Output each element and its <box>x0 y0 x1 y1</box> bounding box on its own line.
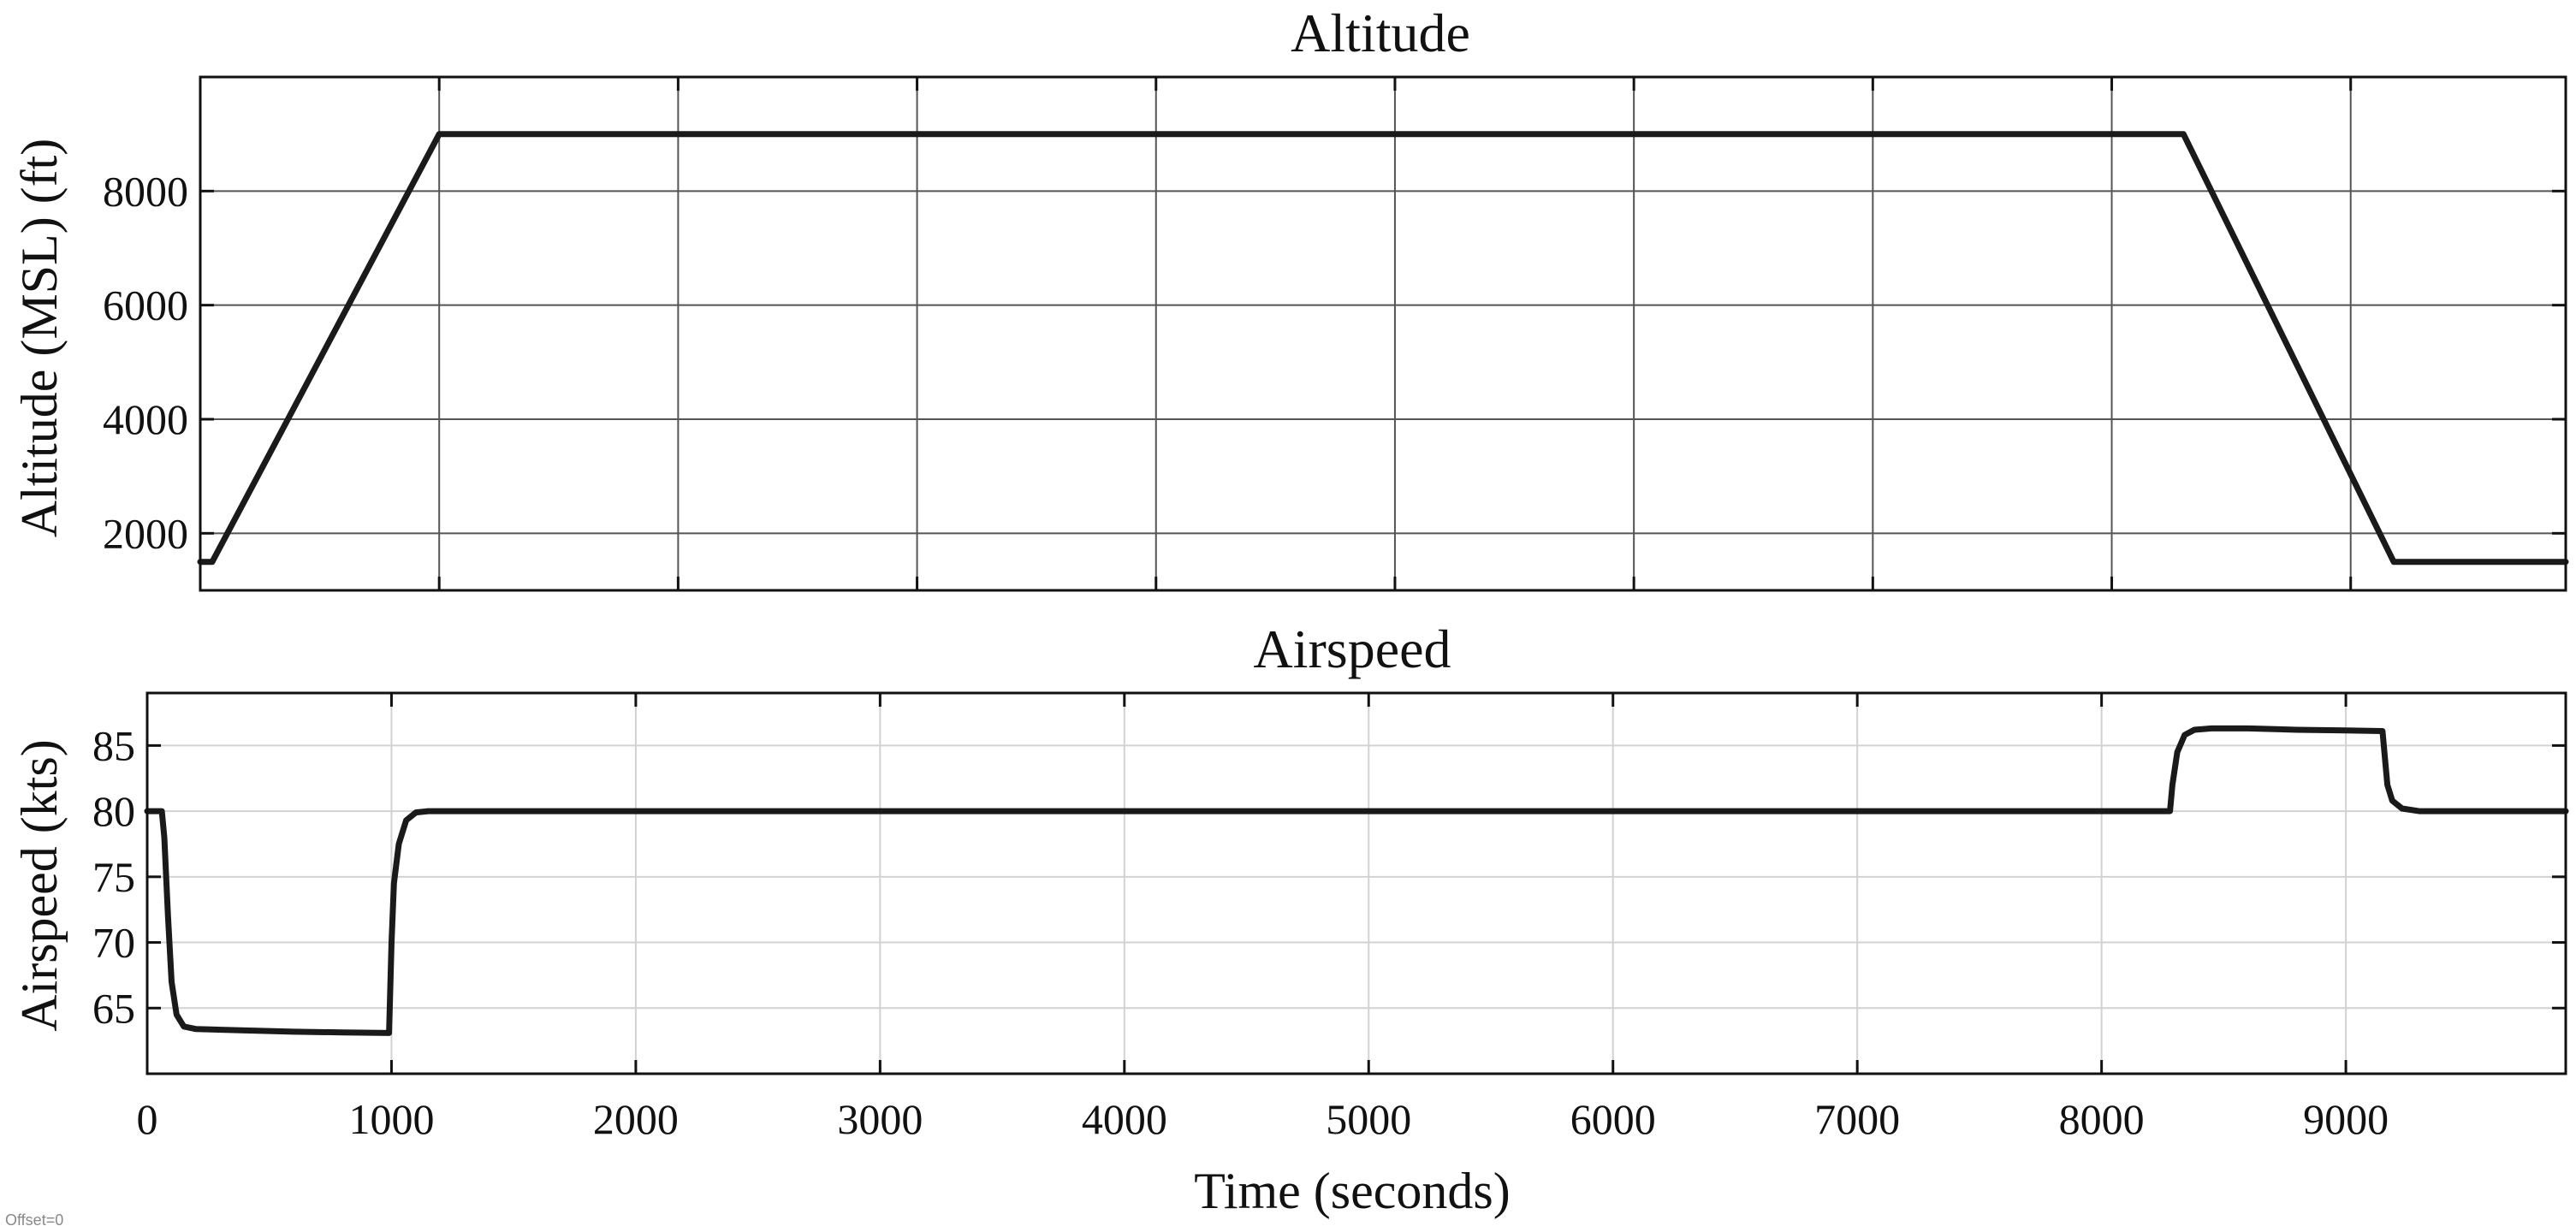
y-tick-label: 80 <box>92 787 135 835</box>
altitude-chart: Altitude Altitude (MSL) (ft) 2000 4000 600… <box>11 3 2569 592</box>
airspeed-chart: Airspeed Airspeed (kts) 0 1000 2000 3000 400… <box>11 619 2569 1219</box>
y-tick-label: 85 <box>92 721 135 769</box>
series-line <box>144 725 2569 1036</box>
y-tick-label: 65 <box>92 984 135 1032</box>
footer-note: Offset=0 <box>5 1211 63 1229</box>
y-tick-label: 8000 <box>103 167 188 215</box>
x-tick-label: 2000 <box>593 1095 679 1143</box>
plot-frame <box>145 691 2567 1075</box>
y-tick-label: 4000 <box>103 395 188 443</box>
x-tick-label: 6000 <box>1570 1095 1656 1143</box>
y-axis-label: Airspeed (kts) <box>11 739 68 1032</box>
chart-title: Airspeed <box>1253 619 1451 679</box>
y-tick-label: 75 <box>92 853 135 901</box>
tick-marks <box>145 693 2566 1074</box>
x-tick-label: 4000 <box>1082 1095 1167 1143</box>
x-tick-label: 8000 <box>2059 1095 2145 1143</box>
tick-labels: 0 1000 2000 3000 4000 5000 6000 7000 8000 9000 65 7… <box>92 721 2389 1143</box>
x-tick-label: 1000 <box>348 1095 434 1143</box>
series-lines <box>144 725 2569 1036</box>
plot-frame <box>199 75 2567 592</box>
tick-labels: 2000 4000 6000 8000 <box>103 167 188 557</box>
x-axis-label: Time (seconds) <box>1194 1163 1510 1219</box>
y-tick-label: 6000 <box>103 281 188 329</box>
tick-marks <box>199 77 2566 590</box>
grid-lines <box>200 77 2566 590</box>
x-tick-label: 5000 <box>1326 1095 1411 1143</box>
x-tick-label: 0 <box>137 1095 158 1143</box>
y-tick-label: 70 <box>92 919 135 967</box>
x-tick-label: 7000 <box>1814 1095 1900 1143</box>
x-tick-label: 3000 <box>837 1095 923 1143</box>
grid-lines <box>147 693 2566 1074</box>
series-lines <box>197 131 2569 566</box>
x-tick-label: 9000 <box>2303 1095 2389 1143</box>
y-tick-label: 2000 <box>103 509 188 557</box>
chart-title: Altitude <box>1291 3 1470 63</box>
y-axis-label: Altitude (MSL) (ft) <box>11 139 68 538</box>
series-line <box>197 131 2569 566</box>
